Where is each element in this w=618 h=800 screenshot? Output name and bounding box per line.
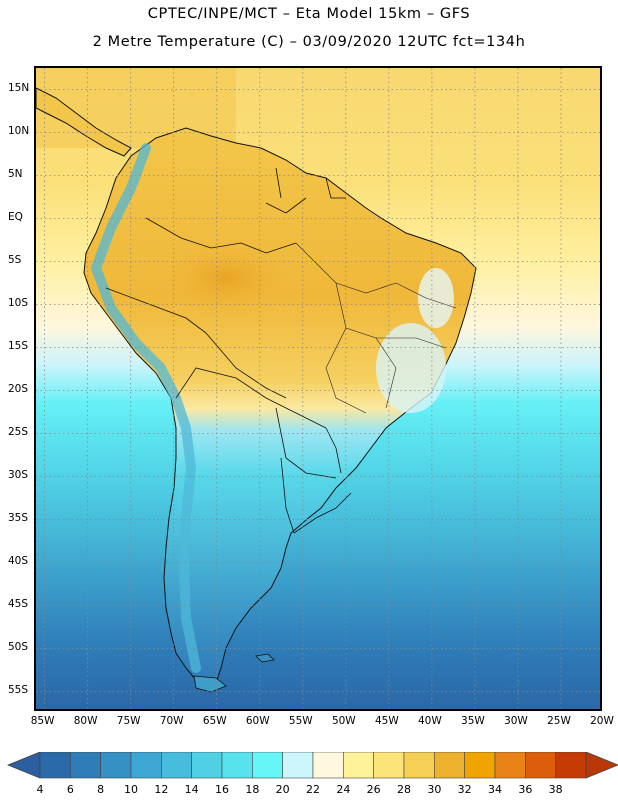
colorbar-high-arrow xyxy=(585,752,618,779)
colorbar-tick-label: 16 xyxy=(215,783,229,796)
lat-label: 55S xyxy=(8,683,29,696)
lon-label: 65W xyxy=(202,715,227,727)
colorbar-tick-label: 30 xyxy=(427,783,442,796)
colorbar-tick-label: 36 xyxy=(518,783,533,796)
lon-label: 70W xyxy=(159,715,184,727)
lat-label: 10S xyxy=(8,296,29,309)
lon-label: 75W xyxy=(116,715,141,727)
graticule xyxy=(36,68,600,709)
colorbar-swatch xyxy=(403,752,435,779)
temperature-map xyxy=(34,66,602,711)
colorbar-swatch xyxy=(161,752,192,779)
northeast-cool-patch xyxy=(418,268,454,328)
lat-label: 15S xyxy=(8,339,29,352)
colorbar xyxy=(6,752,618,779)
highlands-cool-patch xyxy=(376,323,446,413)
colorbar-swatch xyxy=(282,752,314,779)
colorbar-swatch xyxy=(373,752,405,779)
colorbar-tick-label: 10 xyxy=(124,783,138,796)
lon-label: 55W xyxy=(288,715,313,727)
falkland-islands xyxy=(255,653,275,663)
colorbar-tick-label: 20 xyxy=(275,783,290,796)
chart-title: CPTEC/INPE/MCT – Eta Model 15km – GFS xyxy=(147,6,471,22)
colorbar-tick-label: 6 xyxy=(66,783,74,796)
colorbar-swatch xyxy=(434,752,465,779)
lat-label: 30S xyxy=(8,468,29,481)
colorbar-tick-label: 14 xyxy=(184,783,199,796)
lon-label: 30W xyxy=(504,715,528,727)
andes-cool-band xyxy=(90,143,201,673)
country-borders xyxy=(105,167,352,534)
colorbar-swatch xyxy=(343,752,374,779)
colorbar-swatch xyxy=(100,752,132,779)
colorbar-swatch xyxy=(191,752,223,779)
lat-label: 40S xyxy=(8,554,29,567)
lat-label: 45S xyxy=(8,597,29,610)
amazon-hot-core xyxy=(156,238,296,318)
lat-label: 35S xyxy=(8,511,29,524)
central-america-land xyxy=(36,87,132,157)
colorbar-swatch xyxy=(464,752,496,779)
lon-label: 80W xyxy=(73,715,98,727)
colorbar-swatch xyxy=(221,752,253,779)
colorbar-low-arrow xyxy=(6,752,41,779)
colorbar-tick-label: 4 xyxy=(36,783,44,796)
lon-label: 50W xyxy=(331,715,356,727)
lat-label: 10N xyxy=(8,124,30,137)
tierra-del-fuego xyxy=(193,675,227,693)
lon-label: 45W xyxy=(374,715,399,727)
colorbar-swatch xyxy=(494,752,526,779)
lon-label: 20W xyxy=(590,715,614,727)
colorbar-swatch xyxy=(39,752,71,779)
state-borders xyxy=(295,242,457,414)
colorbar-tick-label: 12 xyxy=(154,783,169,796)
colorbar-swatch xyxy=(252,752,283,779)
colorbar-tick-label: 34 xyxy=(488,783,502,796)
colorbar-swatch xyxy=(70,752,101,779)
colorbar-swatch xyxy=(555,752,587,779)
lat-label: 5S xyxy=(8,253,22,266)
map-canvas xyxy=(36,68,600,709)
colorbar-tick-label: 8 xyxy=(97,783,105,796)
chart-subtitle: 2 Metre Temperature (C) – 03/09/2020 12U… xyxy=(92,34,526,50)
lon-label: 40W xyxy=(418,715,442,727)
colorbar-swatch xyxy=(130,752,162,779)
colorbar-tick-label: 18 xyxy=(245,783,260,796)
colorbar-swatch xyxy=(312,752,344,779)
lon-label: 85W xyxy=(30,715,55,727)
colorbar-tick-label: 26 xyxy=(366,783,381,796)
lat-label: 15N xyxy=(8,81,30,94)
lon-label: 35W xyxy=(461,715,485,727)
colorbar-tick-label: 32 xyxy=(457,783,472,796)
lat-label: 25S xyxy=(8,425,29,438)
lon-label: 25W xyxy=(547,715,571,727)
lat-label: EQ xyxy=(8,210,23,223)
lon-label: 60W xyxy=(245,715,270,727)
colorbar-tick-label: 24 xyxy=(336,783,351,796)
colorbar-tick-label: 28 xyxy=(397,783,411,796)
colorbar-tick-label: 22 xyxy=(306,783,320,796)
colorbar-tick-label: 38 xyxy=(548,783,563,796)
lat-label: 50S xyxy=(8,640,29,653)
colorbar-swatch xyxy=(525,752,556,779)
lat-label: 20S xyxy=(8,382,29,395)
lat-label: 5N xyxy=(8,167,23,180)
